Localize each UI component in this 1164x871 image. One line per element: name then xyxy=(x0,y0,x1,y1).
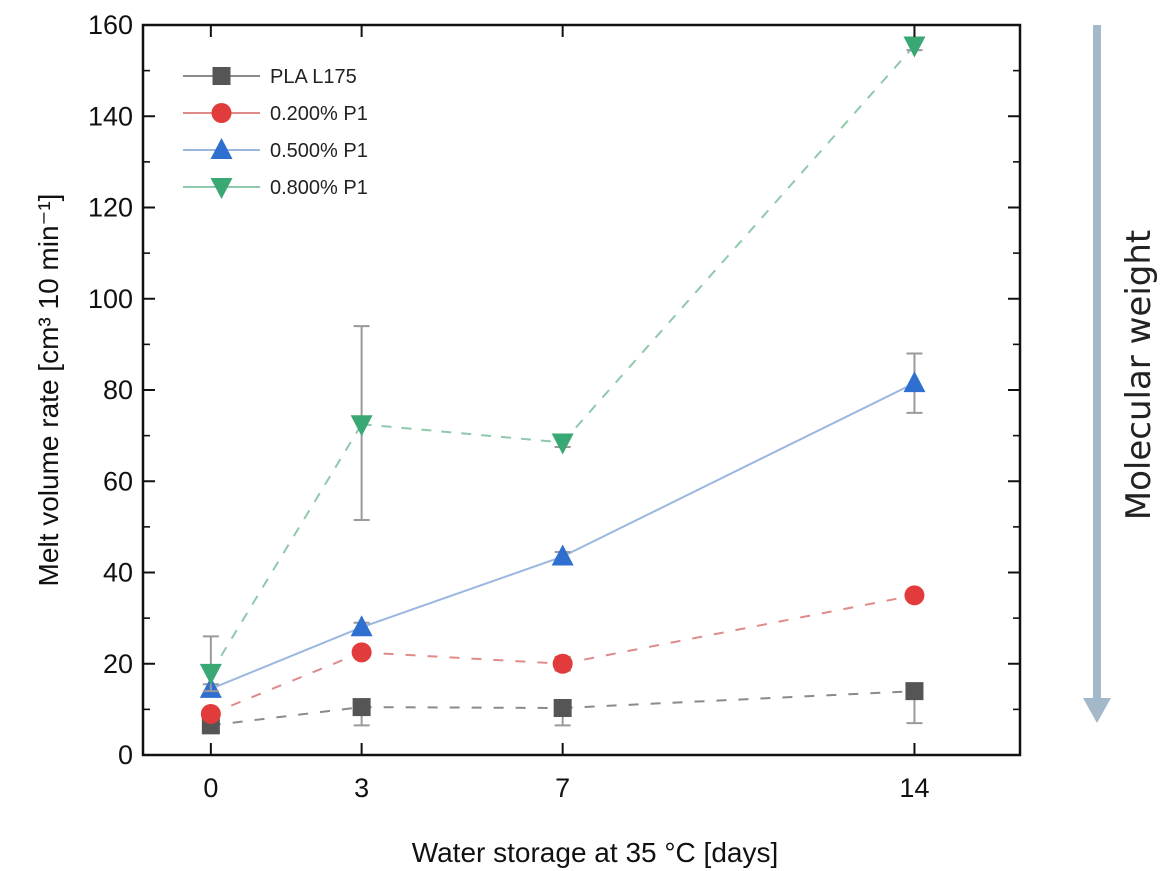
data-point xyxy=(350,615,373,637)
y-axis-title: Melt volume rate [cm³ 10 min⁻¹] xyxy=(33,194,64,587)
series-3 xyxy=(199,352,926,698)
y-tick-label: 0 xyxy=(118,740,133,770)
data-point xyxy=(351,642,372,663)
y-tick-label: 80 xyxy=(103,375,133,405)
series-layer xyxy=(199,36,926,735)
data-point xyxy=(551,433,574,455)
y-tick-label: 40 xyxy=(103,558,133,588)
y-tick-label: 20 xyxy=(103,649,133,679)
legend-label: 0.500% P1 xyxy=(270,140,368,162)
series-line-segment xyxy=(361,651,563,665)
series-line-segment xyxy=(561,44,916,444)
data-point xyxy=(553,699,572,718)
legend-marker xyxy=(211,103,232,123)
series-line-segment xyxy=(562,690,915,710)
series-line-segment xyxy=(562,382,915,558)
data-point xyxy=(199,663,222,685)
series-line-segment xyxy=(361,706,563,710)
legend-entry: 0.500% P1 xyxy=(183,138,368,162)
data-point xyxy=(350,415,373,437)
molecular-weight-annotation: Molecular weight xyxy=(1083,25,1159,723)
molecular-weight-arrow-head xyxy=(1083,698,1111,723)
x-tick-label: 0 xyxy=(203,773,218,803)
y-tick-label: 60 xyxy=(103,466,133,496)
legend-entry: PLA L175 xyxy=(183,66,357,88)
series-line-segment xyxy=(210,706,362,727)
legend-label: 0.200% P1 xyxy=(270,103,368,125)
y-tick-label: 120 xyxy=(88,193,133,223)
molecular-weight-label: Molecular weight xyxy=(1119,230,1159,520)
plot-frame xyxy=(141,23,1022,757)
series-line-segment xyxy=(562,594,915,665)
y-tick-label: 140 xyxy=(88,101,133,131)
series-1 xyxy=(201,682,924,735)
legend-label: 0.800% P1 xyxy=(270,177,368,199)
x-tick-label: 7 xyxy=(555,773,570,803)
y-tick-label: 160 xyxy=(88,10,133,40)
data-point xyxy=(200,703,221,724)
legend-entry: 0.800% P1 xyxy=(183,177,368,199)
legend-marker xyxy=(212,67,231,85)
series-line-segment xyxy=(361,423,563,444)
legend-label: PLA L175 xyxy=(270,66,357,88)
legend-entry: 0.200% P1 xyxy=(183,103,368,125)
y-tick-label: 100 xyxy=(88,284,133,314)
data-point xyxy=(903,36,926,58)
series-2 xyxy=(200,585,925,724)
series-line-segment xyxy=(210,626,362,690)
x-axis-title: Water storage at 35 °C [days] xyxy=(412,837,779,868)
series-4 xyxy=(199,36,926,693)
legend-marker xyxy=(210,178,233,199)
legend-marker xyxy=(210,138,233,159)
legend: PLA L175 0.200% P1 0.500% P1 0.800% P1 xyxy=(183,66,368,199)
series-line-segment xyxy=(210,651,362,715)
axes: 0 20 40 60 80 100 120 140 160 0 3 7 14 xyxy=(88,10,1020,803)
data-point xyxy=(551,544,574,566)
data-point xyxy=(905,682,924,701)
series-line-segment xyxy=(361,555,563,629)
data-point xyxy=(904,585,925,606)
x-tick-label: 14 xyxy=(899,773,929,803)
plot-area xyxy=(141,23,1022,757)
x-tick-label: 3 xyxy=(354,773,369,803)
data-point xyxy=(352,698,371,717)
series-line-segment xyxy=(209,423,363,674)
data-point xyxy=(903,371,926,393)
data-point xyxy=(552,653,573,674)
